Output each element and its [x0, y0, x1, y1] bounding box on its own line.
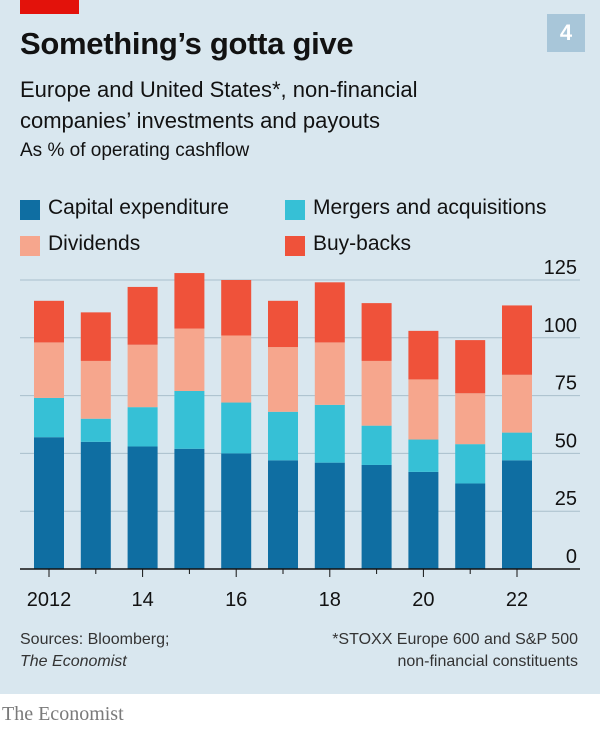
x-tick-label: 2012 [27, 589, 72, 611]
bar-segment [80, 441, 111, 569]
chart-title: Something’s gotta give [20, 26, 354, 61]
bar-segment [268, 300, 298, 348]
bar-segment [502, 305, 532, 375]
bar-segment [174, 273, 205, 329]
legend-swatch-ma [285, 200, 305, 220]
bar-segment [455, 483, 486, 569]
footnote-line2: non-financial constituents [397, 653, 578, 670]
bar-segment [34, 342, 64, 398]
bar-segment [455, 393, 486, 445]
bar-segment [502, 374, 532, 433]
x-tick-label: 14 [131, 589, 153, 611]
x-tick-label: 22 [506, 589, 528, 611]
bar-segment [314, 462, 345, 569]
y-tick-label: 75 [555, 373, 577, 395]
stacked-bar-chart: 0 25 50 75 100 125 2012 14 16 18 20 22 [20, 260, 580, 611]
bar-segment [80, 312, 111, 361]
bar-segment [502, 460, 532, 569]
bar-segment [502, 432, 532, 461]
y-tick-label: 0 [566, 546, 577, 568]
bar-segment [361, 464, 392, 569]
bar-segment [455, 340, 486, 394]
bar-segment [314, 282, 345, 343]
x-tick-label: 16 [225, 589, 247, 611]
bar-segment [314, 342, 345, 405]
legend-swatch-dividends [20, 236, 40, 256]
legend-swatch-buybacks [285, 236, 305, 256]
footnote-line1: *STOXX Europe 600 and S&P 500 [332, 631, 578, 648]
sources-publication: The Economist [20, 653, 127, 670]
y-tick-label: 125 [544, 260, 577, 279]
bar-segment [174, 390, 205, 449]
legend-label-ma: Mergers and acquisitions [313, 196, 547, 219]
bar-segment [408, 330, 439, 380]
bar-segment [221, 335, 252, 403]
bar-segment [268, 411, 298, 461]
y-tick-label: 25 [555, 488, 577, 510]
brand-wordmark: The Economist [2, 703, 124, 725]
bar-segment [314, 404, 345, 463]
bar-segment [361, 303, 392, 361]
bar-segment [174, 448, 205, 569]
sources-line: Sources: Bloomberg; [20, 631, 170, 648]
bar-segment [221, 280, 252, 336]
chart-subtitle: Europe and United States*, non-financial… [20, 77, 418, 133]
legend-label-dividends: Dividends [48, 232, 141, 255]
unit-label: As % of operating cashflow [20, 140, 250, 161]
brand-red-tag [20, 0, 79, 14]
bar-segment [268, 460, 298, 569]
bar-segment [80, 418, 111, 442]
bar-segment [408, 439, 439, 472]
bar-segment [34, 397, 64, 438]
x-tick-label: 20 [412, 589, 434, 611]
x-tick-label: 18 [319, 589, 341, 611]
bar-segment [174, 328, 205, 391]
bar-segment [34, 300, 64, 343]
figure-number-badge: 4 [547, 14, 585, 52]
bar-segment [361, 425, 392, 465]
bar-segment [361, 360, 392, 426]
legend-label-buybacks: Buy-backs [313, 232, 412, 255]
legend-swatch-capex [20, 200, 40, 220]
bar-segment [408, 379, 439, 440]
bar-segment [127, 344, 158, 408]
y-tick-label: 100 [544, 315, 577, 337]
bar-segment [127, 407, 158, 447]
y-tick-label: 50 [555, 430, 577, 452]
bar-segment [80, 360, 111, 419]
bar-segment [34, 437, 64, 569]
bar-segment [127, 446, 158, 569]
legend-label-capex: Capital expenditure [48, 196, 229, 219]
bar-segment [455, 444, 486, 484]
bar-segment [268, 347, 298, 412]
bar-segment [221, 453, 252, 569]
bar-segment [408, 471, 439, 569]
bar-segment [127, 286, 158, 345]
bar-segment [221, 402, 252, 454]
